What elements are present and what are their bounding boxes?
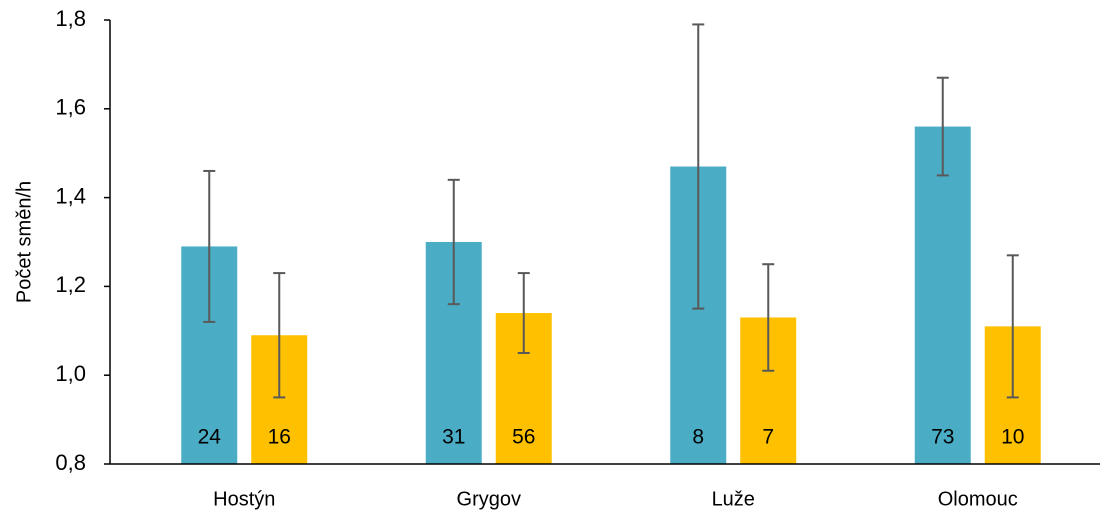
y-tick-label: 1,2 [55,272,86,297]
y-axis-label: Počet směn/h [13,181,35,303]
sample-size-label: 73 [931,426,954,449]
error-bar [936,76,949,177]
sample-size-label: 7 [762,426,774,449]
x-tick-label: Grygov [457,488,521,510]
sample-size-label: 8 [692,426,704,449]
x-tick-label: Luže [712,488,755,510]
error-bar [203,169,216,323]
y-tick-label: 1,0 [55,361,86,386]
error-bar [447,178,460,306]
error-bar [692,23,705,310]
y-tick-label: 0,8 [55,450,86,475]
x-tick-label: Olomouc [938,488,1018,510]
error-bar [517,272,530,354]
x-tick-label: Hostýn [213,488,275,510]
sample-size-label: 16 [268,426,291,449]
error-bar [273,272,286,399]
sample-size-label: 10 [1001,426,1024,449]
sample-size-label: 56 [512,426,535,449]
error-bar [762,263,775,372]
error-bar [1006,254,1019,399]
sample-size-label: 24 [198,426,222,449]
bar [914,126,971,464]
y-tick-label: 1,8 [55,6,86,31]
sample-size-label: 31 [442,426,465,449]
y-tick-label: 1,4 [55,183,86,208]
y-tick-label: 1,6 [55,95,86,120]
